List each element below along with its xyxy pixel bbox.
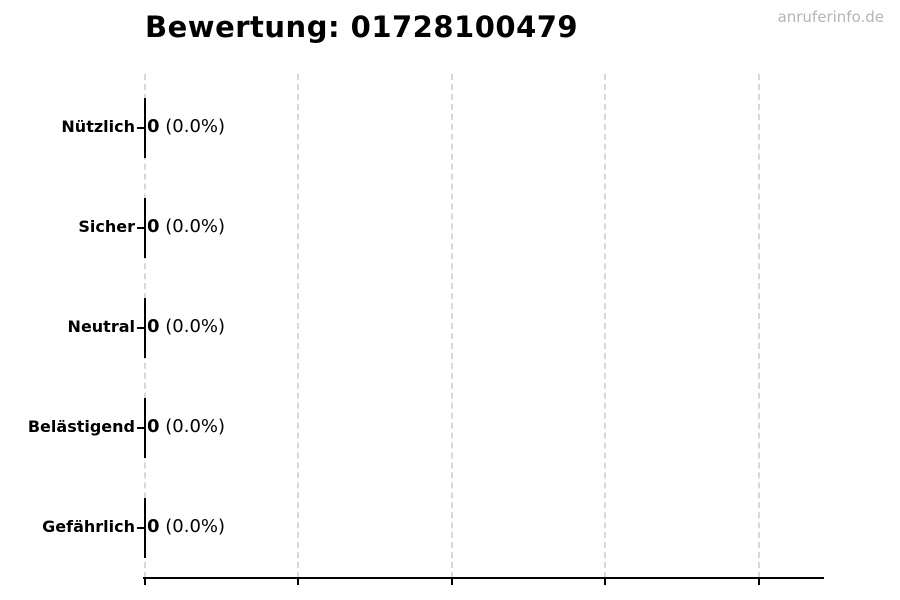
watermark-text: anruferinfo.de <box>777 8 884 26</box>
chart-title: Bewertung: 01728100479 <box>145 10 579 44</box>
x-axis-tick <box>604 579 606 585</box>
y-axis-tick <box>137 526 145 529</box>
value-count: 0 <box>147 315 160 337</box>
value-percent: (0.0%) <box>165 315 226 337</box>
y-axis-tick <box>137 326 145 329</box>
value-label: 0 (0.0%) <box>147 516 225 537</box>
category-label: Neutral <box>67 316 135 336</box>
gridline <box>297 74 299 578</box>
x-axis-tick <box>758 579 760 585</box>
value-percent: (0.0%) <box>165 515 226 537</box>
value-count: 0 <box>147 415 160 437</box>
gridline <box>604 74 606 578</box>
category-label: Sicher <box>78 216 135 236</box>
category-label: Gefährlich <box>42 516 135 536</box>
gridline <box>758 74 760 578</box>
value-label: 0 (0.0%) <box>147 116 225 137</box>
x-axis-tick <box>144 579 146 585</box>
value-label: 0 (0.0%) <box>147 316 225 337</box>
category-label: Belästigend <box>27 416 135 436</box>
value-percent: (0.0%) <box>165 415 226 437</box>
value-count: 0 <box>147 515 160 537</box>
y-axis-tick <box>137 426 145 429</box>
bar-gefaehrlich <box>144 497 146 558</box>
value-count: 0 <box>147 215 160 237</box>
y-axis-tick <box>137 126 145 129</box>
value-count: 0 <box>147 115 160 137</box>
bar-belaestigend <box>144 397 146 458</box>
value-label: 0 (0.0%) <box>147 416 225 437</box>
x-axis-tick <box>297 579 299 585</box>
value-label: 0 (0.0%) <box>147 216 225 237</box>
category-label: Nützlich <box>61 116 135 136</box>
value-percent: (0.0%) <box>165 115 226 137</box>
value-percent: (0.0%) <box>165 215 226 237</box>
y-axis-tick <box>137 226 145 229</box>
bar-nuetzlich <box>144 97 146 158</box>
bar-sicher <box>144 197 146 258</box>
gridline <box>451 74 453 578</box>
bar-neutral <box>144 297 146 358</box>
x-axis-line <box>143 577 824 579</box>
x-axis-tick <box>451 579 453 585</box>
